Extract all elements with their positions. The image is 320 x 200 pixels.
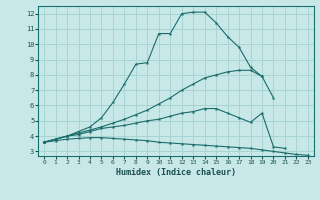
X-axis label: Humidex (Indice chaleur): Humidex (Indice chaleur) — [116, 168, 236, 177]
